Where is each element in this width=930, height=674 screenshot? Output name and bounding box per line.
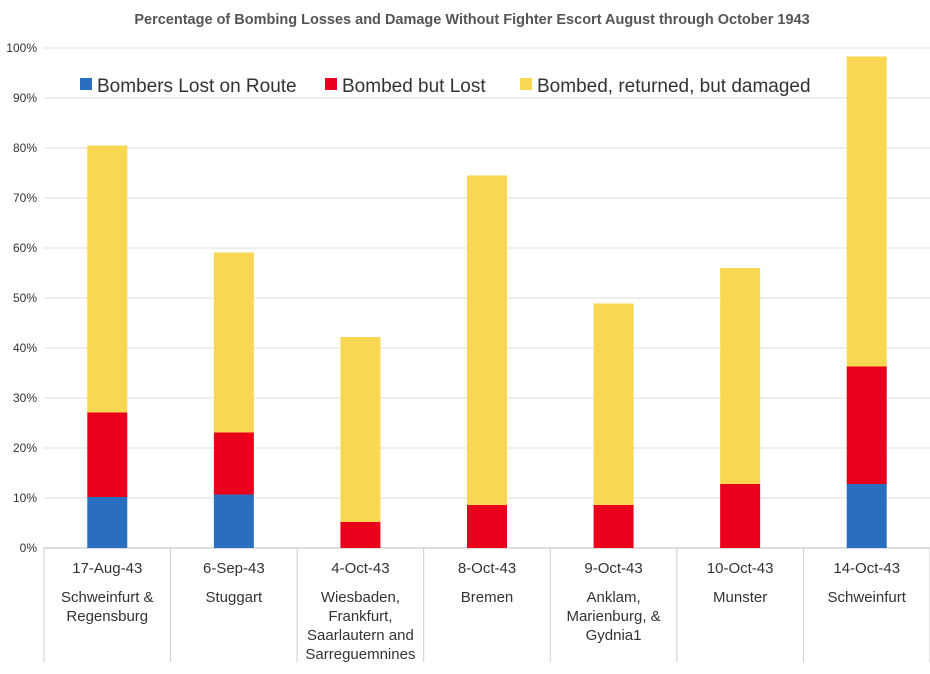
bar-segment-series-2 — [846, 366, 887, 484]
category-target-label: Stuggart — [205, 589, 263, 606]
legend: Bombers Lost on Route Bombed but Lost Bomb… — [80, 76, 811, 97]
category-target-label: Schweinfurt & — [61, 589, 154, 606]
y-tick-label: 80% — [13, 141, 37, 155]
bar-segment-series-3 — [846, 56, 887, 367]
legend-label: Bombers Lost on Route — [97, 76, 297, 97]
category-date-label: 9-Oct-43 — [584, 560, 642, 577]
bar-segment-series-1 — [846, 484, 887, 548]
category-date-label: 8-Oct-43 — [458, 560, 516, 577]
category-target-label: Gydnia1 — [586, 627, 642, 644]
x-axis: 17-Aug-43 Schweinfurt & Regensburg 6-Sep-43… — [43, 548, 930, 663]
category-target-label: Regensburg — [66, 608, 148, 625]
category-target-label: Bremen — [461, 589, 514, 606]
legend-swatch — [325, 78, 337, 90]
y-tick-label: 90% — [13, 91, 37, 105]
bar-segment-series-2 — [720, 484, 761, 548]
bar-segment-series-2 — [593, 505, 634, 548]
category-target-label: Schweinfurt — [828, 589, 907, 606]
y-tick-label: 10% — [13, 491, 37, 505]
bar-segment-series-2 — [467, 505, 507, 548]
bar-segment-series-2 — [213, 432, 254, 495]
y-tick-label: 100% — [6, 41, 37, 55]
chart-title: Percentage of Bombing Losses and Damage … — [134, 12, 809, 28]
bar-segment-series-3 — [340, 337, 381, 522]
y-tick-label: 70% — [13, 191, 37, 205]
category-target-label: Saarlautern and — [307, 627, 414, 644]
y-tick-label: 40% — [13, 341, 37, 355]
y-axis: 0% 10% 20% 30% 40% 50% 60% 70% 80% 90% 100% — [6, 41, 37, 555]
category-target-label: Munster — [713, 589, 767, 606]
category-target-label: Wiesbaden, — [321, 589, 400, 606]
y-tick-label: 0% — [20, 541, 38, 555]
bar-segment-series-2 — [87, 412, 128, 497]
bar-segment-series-2 — [340, 522, 381, 548]
bar-segment-series-3 — [593, 303, 634, 505]
category-target-label: Frankfurt, — [328, 608, 392, 625]
bars — [87, 56, 887, 548]
bar-segment-series-3 — [87, 145, 128, 413]
bar-segment-series-3 — [213, 252, 254, 433]
bar-segment-series-1 — [213, 494, 254, 548]
bar-segment-series-3 — [720, 268, 761, 484]
y-tick-label: 30% — [13, 391, 37, 405]
y-tick-label: 50% — [13, 291, 37, 305]
legend-label: Bombed, returned, but damaged — [537, 76, 811, 97]
category-date-label: 6-Sep-43 — [203, 560, 265, 577]
category-date-label: 4-Oct-43 — [331, 560, 389, 577]
category-target-label: Marienburg, & — [566, 608, 660, 625]
bar-segment-series-3 — [467, 175, 507, 505]
category-target-label: Sarreguemnines — [305, 646, 415, 663]
y-tick-label: 20% — [13, 441, 37, 455]
bar-segment-series-1 — [87, 497, 128, 548]
legend-swatch — [520, 78, 532, 90]
legend-label: Bombed but Lost — [342, 76, 486, 97]
category-target-label: Anklam, — [586, 589, 640, 606]
y-tick-label: 60% — [13, 241, 37, 255]
category-date-label: 14-Oct-43 — [833, 560, 900, 577]
category-date-label: 10-Oct-43 — [707, 560, 774, 577]
legend-swatch — [80, 78, 92, 90]
category-date-label: 17-Aug-43 — [72, 560, 142, 577]
